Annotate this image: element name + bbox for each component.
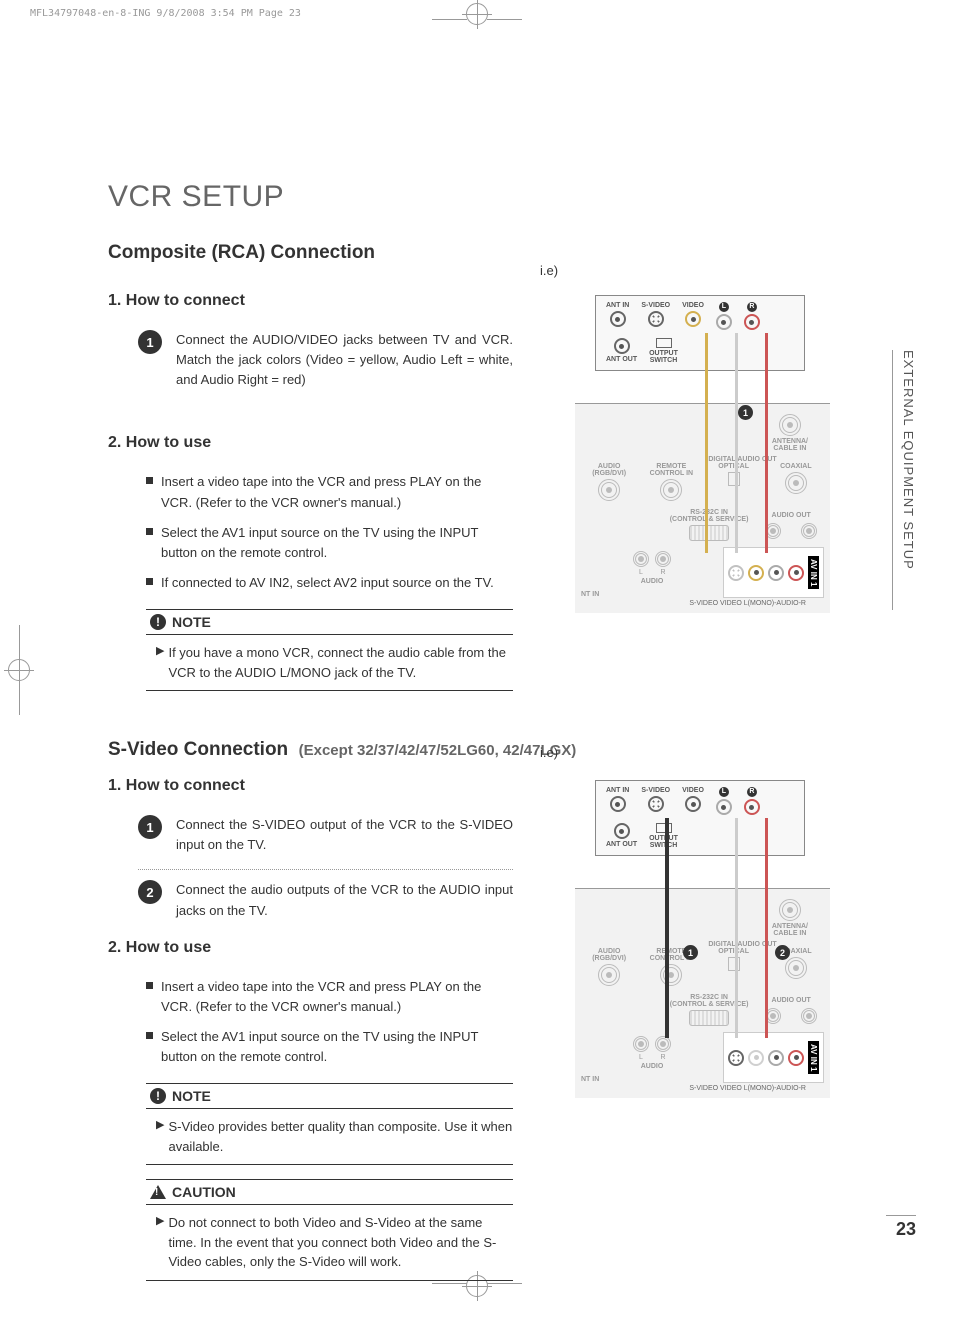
av-in-1-label: AV IN 1 (808, 556, 819, 589)
L-badge-2: L (719, 787, 729, 797)
audio-rgb-label: AUDIO (RGB/DVI) (581, 463, 637, 477)
coaxial-label: COAXIAL (768, 463, 824, 470)
caution-label: CAUTION (172, 1184, 236, 1200)
svideo-subtitle: S-Video Connection (108, 739, 288, 760)
audio-out-label-2: AUDIO OUT (758, 997, 824, 1004)
svideo-subtitle-note: (Except 32/37/42/47/52LG60, 42/47LGX) (299, 742, 577, 759)
note-arrow-icon: ▶ (156, 643, 164, 682)
svideo-label-2: S-VIDEO (641, 787, 670, 794)
ie-label-2: i.e) (540, 745, 558, 760)
optical-label-2: OPTICAL (706, 948, 762, 955)
R-badge: R (747, 302, 757, 312)
antenna-label-2: ANTENNA/ CABLE IN (772, 923, 808, 937)
svideo-label: S-VIDEO (641, 302, 670, 309)
how-use-heading: 2. How to use (108, 434, 513, 452)
nt-in-label: NT IN (581, 591, 723, 598)
svideo-how-use: 2. How to use (108, 939, 513, 957)
note-arrow-icon: ▶ (156, 1213, 164, 1272)
ant-out-label-2: ANT OUT (606, 841, 637, 848)
svideo-step-1-badge: 1 (138, 815, 162, 839)
ant-in-label-2: ANT IN (606, 787, 629, 794)
ant-in-label: ANT IN (606, 302, 629, 309)
remote-label: REMOTE CONTROL IN (643, 463, 699, 477)
note-icon: ! (150, 614, 166, 630)
diagram-composite: ANT IN S-VIDEO VIDEO L R ANT OUT OUTPUT … (575, 295, 830, 613)
bullet-icon (146, 477, 153, 484)
antenna-label: ANTENNA/ CABLE IN (772, 438, 808, 452)
output-switch-label-2: OUTPUT SWITCH (649, 835, 678, 849)
audio-label: AUDIO (581, 578, 723, 585)
bottom-jack-labels-2: S-VIDEO VIDEO L(MONO)-AUDIO-R (581, 1085, 824, 1092)
nt-in-label-2: NT IN (581, 1076, 723, 1083)
video-label: VIDEO (682, 302, 704, 309)
ant-out-label: ANT OUT (606, 356, 637, 363)
svideo-step-1-text: Connect the S-VIDEO output of the VCR to… (176, 815, 513, 855)
L-badge: L (719, 302, 729, 312)
divider (138, 869, 513, 870)
digital-audio-label: DIGITAL AUDIO OUT (661, 456, 824, 463)
svideo-note-label: NOTE (172, 1088, 211, 1104)
bullet-icon (146, 982, 153, 989)
note-icon: ! (150, 1088, 166, 1104)
step-1-badge: 1 (138, 330, 162, 354)
bullet-icon (146, 1032, 153, 1039)
caution-text: Do not connect to both Video and S-Video… (168, 1213, 513, 1272)
callout-1: 1 (738, 405, 753, 420)
svideo-bullet-2: Select the AV1 input source on the TV us… (161, 1027, 513, 1067)
callout-1-sv: 1 (683, 945, 698, 960)
note-text: If you have a mono VCR, connect the audi… (168, 643, 513, 682)
bullet-3: If connected to AV IN2, select AV2 input… (161, 573, 494, 593)
note-label: NOTE (172, 614, 211, 630)
rs232-label-2: RS-232C IN (CONTROL & SERVICE) (660, 994, 759, 1008)
bullet-icon (146, 578, 153, 585)
R-badge-2: R (747, 787, 757, 797)
note-box: ! NOTE ▶ If you have a mono VCR, connect… (146, 609, 513, 691)
note-arrow-icon: ▶ (156, 1117, 164, 1156)
bullet-2: Select the AV1 input source on the TV us… (161, 523, 513, 563)
ie-label-1: i.e) (540, 263, 558, 278)
svideo-bullet-1: Insert a video tape into the VCR and pre… (161, 977, 513, 1017)
diagram-svideo: ANT IN S-VIDEO VIDEO L R ANT OUT OUTPUT … (575, 780, 830, 1098)
audio-label-2: AUDIO (581, 1063, 723, 1070)
bullet-icon (146, 528, 153, 535)
R-label: R (655, 569, 671, 576)
svideo-how-connect: 1. How to connect (108, 777, 513, 795)
L-label-2: L (633, 1054, 649, 1061)
callout-2-sv: 2 (775, 945, 790, 960)
audio-rgb-label-2: AUDIO (RGB/DVI) (581, 948, 637, 962)
caution-box: CAUTION ▶ Do not connect to both Video a… (146, 1179, 513, 1281)
svideo-note-box: ! NOTE ▶ S-Video provides better quality… (146, 1083, 513, 1165)
rs232-label: RS-232C IN (CONTROL & SERVICE) (660, 509, 759, 523)
bullet-1: Insert a video tape into the VCR and pre… (161, 472, 513, 512)
output-switch-label: OUTPUT SWITCH (649, 350, 678, 364)
how-connect-heading: 1. How to connect (108, 292, 513, 310)
caution-icon (150, 1185, 166, 1199)
optical-label: OPTICAL (706, 463, 762, 470)
svideo-step-2-badge: 2 (138, 880, 162, 904)
svideo-note-text: S-Video provides better quality than com… (168, 1117, 513, 1156)
svideo-step-2-text: Connect the audio outputs of the VCR to … (176, 880, 513, 920)
audio-out-label: AUDIO OUT (758, 512, 824, 519)
step-1-text: Connect the AUDIO/VIDEO jacks between TV… (176, 330, 513, 390)
av-in-1-label-2: AV IN 1 (808, 1041, 819, 1074)
composite-subtitle: Composite (RCA) Connection (108, 242, 904, 264)
L-label: L (633, 569, 649, 576)
bottom-jack-labels: S-VIDEO VIDEO L(MONO)-AUDIO-R (581, 600, 824, 607)
video-label-2: VIDEO (682, 787, 704, 794)
R-label-2: R (655, 1054, 671, 1061)
main-title: VCR SETUP (108, 180, 904, 214)
